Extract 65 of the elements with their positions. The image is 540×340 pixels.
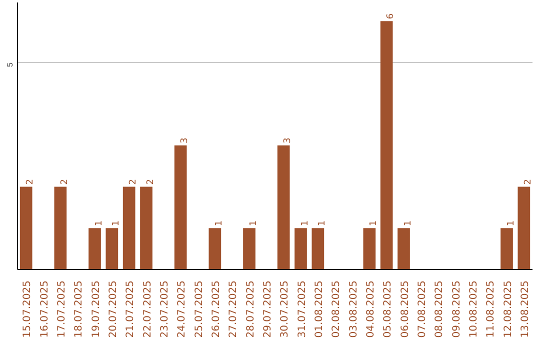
bar [20,186,32,270]
x-tick-label: 31.07.2025 [296,280,308,338]
x-tick-label: 26.07.2025 [210,280,222,338]
x-tick-label: 03.08.2025 [348,280,360,338]
data-label: 2 [128,178,139,185]
data-label: 2 [60,178,70,185]
x-tick-label: 20.07.2025 [108,280,119,338]
data-label: 2 [146,178,156,185]
x-tick-label: 10.08.2025 [468,280,480,338]
x-tick-label: 23.07.2025 [159,280,170,338]
x-tick-label: 22.07.2025 [142,280,154,338]
x-tick-label: 01.08.2025 [314,280,325,338]
bar [398,228,410,270]
data-label: 2 [26,178,36,185]
x-tick-label: 30.07.2025 [280,280,291,338]
x-tick-label: 08.08.2025 [434,280,446,338]
x-tick-label: 09.08.2025 [451,280,462,338]
bar [122,186,136,270]
x-tick-label: 06.08.2025 [400,280,411,338]
x-tick-label: 17.07.2025 [56,280,68,338]
bar [140,186,152,270]
bar [363,228,376,270]
x-tick-label: 13.08.2025 [520,280,531,338]
x-tick-label: 15.07.2025 [22,280,34,338]
data-label: 1 [403,220,414,226]
x-tick-label: 28.07.2025 [245,280,256,338]
x-tick-label: 27.07.2025 [228,280,240,338]
bar [518,186,530,270]
bar [208,228,222,270]
x-tick-label: 18.07.2025 [74,280,85,338]
data-label: 1 [214,220,224,226]
bar [54,186,67,270]
bar [106,228,118,270]
bar [277,145,290,270]
bar [312,228,324,270]
x-tick-label: 21.07.2025 [125,280,136,338]
data-label: 1 [300,220,310,226]
data-label: 3 [180,138,190,144]
x-tick-label: 19.07.2025 [90,280,102,338]
data-label: 1 [368,220,379,226]
x-tick-label: 16.07.2025 [39,280,50,338]
data-label: 1 [317,220,328,226]
x-tick-label: 02.08.2025 [331,280,342,338]
data-label: 1 [248,220,259,226]
data-label: 1 [111,220,122,226]
data-label: 2 [523,178,534,185]
x-tick-label: 05.08.2025 [382,280,394,338]
bar [88,228,101,270]
x-tick-label: 24.07.2025 [176,280,188,338]
bar [294,228,307,270]
data-label: 1 [506,220,516,226]
x-tick-label: 04.08.2025 [365,280,376,338]
data-label: 3 [283,138,294,144]
data-label: 1 [94,220,104,226]
data-label: 6 [386,13,396,20]
bar [380,21,393,270]
x-tick-label: 12.08.2025 [502,280,514,338]
x-tick-label: 29.07.2025 [262,280,274,338]
bar [500,228,513,270]
bar [243,228,256,270]
bar [174,145,187,270]
y-tick-label: 5 [6,62,14,67]
x-tick-label: 11.08.2025 [486,280,497,338]
x-tick-label: 25.07.2025 [194,280,205,338]
x-tick-label: 07.08.2025 [416,280,428,338]
